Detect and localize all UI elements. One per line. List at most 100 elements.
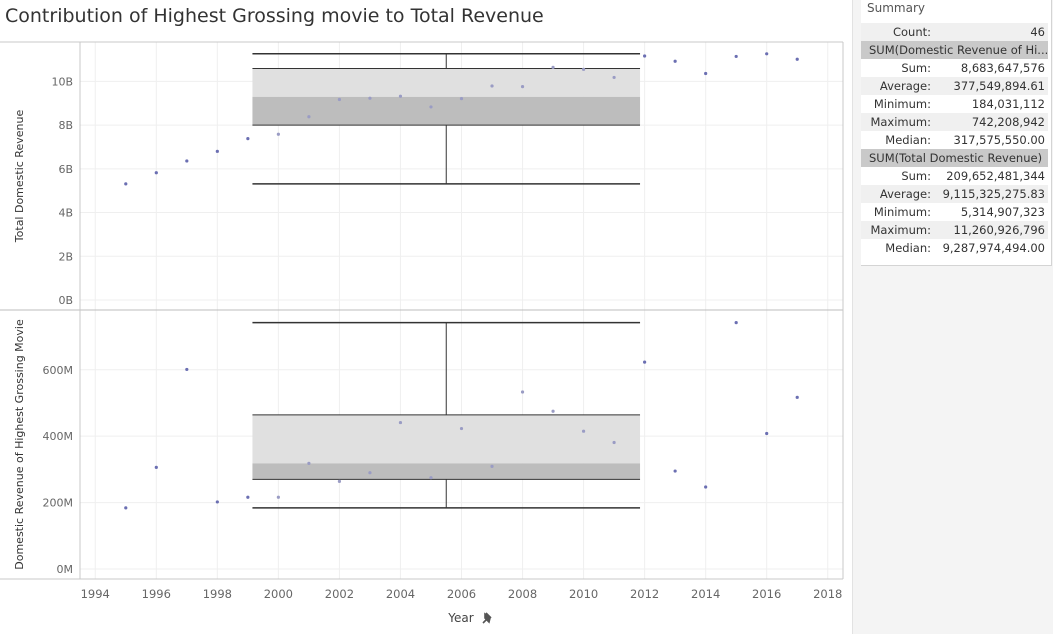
x-tick-label: 1998 [203,587,232,601]
summary-title: Summary [867,1,925,15]
data-point [337,479,342,483]
summary-row: Sum: 209,652,481,344 [861,167,1048,185]
data-point [215,149,219,153]
data-point [368,96,372,100]
summary-row: Average: 9,115,325,275.83 [861,185,1048,203]
summary-sidebar: Summary Count: 46 SUM(Domestic Revenue o… [852,0,1053,634]
box-lower [252,463,641,480]
data-point [551,65,555,69]
data-point [459,426,464,431]
summary-row-label: Sum: [901,169,931,183]
data-point [520,390,525,394]
summary-row: Median: 317,575,550.00 [861,131,1048,149]
data-point [612,440,616,445]
data-point [368,471,372,475]
summary-row-value: 9,287,974,494.00 [942,241,1045,255]
y-tick-label: 10B [51,75,73,88]
y-tick-label: 6B [58,163,73,176]
data-point [490,464,494,468]
x-tick-label: 2010 [569,587,598,601]
summary-section-header-text: SUM(Domestic Revenue of Hi... [869,43,1047,57]
summary-row: Maximum: 742,208,942 [861,113,1048,131]
data-point [307,115,311,119]
x-tick-label: 1996 [142,587,171,601]
x-tick-label: 2018 [813,587,842,601]
summary-row-label: Minimum: [873,97,931,111]
data-point [734,321,738,325]
data-point [795,395,799,399]
summary-row: Minimum: 184,031,112 [861,95,1048,113]
data-point [673,469,677,473]
summary-count-label: Count: [892,25,931,39]
data-point [734,54,738,59]
data-point [520,85,525,89]
summary-row-label: Maximum: [870,223,931,237]
data-point [765,431,769,436]
summary-row-value: 184,031,112 [971,97,1045,111]
data-point [337,97,342,102]
summary-row: Maximum: 11,260,926,796 [861,221,1048,239]
y-tick-label: 2B [58,250,73,263]
data-point [124,506,128,510]
summary-row-label: Average: [879,79,931,93]
summary-row: Minimum: 5,314,907,323 [861,203,1048,221]
box-upper [252,414,641,464]
x-tick-label: 2016 [752,587,781,601]
y-tick-label: 0B [58,294,73,307]
data-point [246,137,250,141]
data-point [398,420,403,425]
data-point [459,97,464,101]
data-point [673,59,677,63]
y-axis-title: Domestic Revenue of Highest Grossing Mov… [13,319,26,570]
data-point [185,367,189,372]
summary-row-value: 377,549,894.61 [953,79,1045,93]
data-point [581,429,586,433]
data-point [154,171,158,175]
x-tick-label: 2002 [325,587,354,601]
summary-count-row: Count: 46 [861,23,1048,41]
data-point [246,495,250,499]
y-tick-label: 600M [43,364,74,377]
data-point [276,495,280,499]
x-tick-label: 2006 [447,587,476,601]
y-tick-label: 4B [58,207,73,220]
summary-row-value: 8,683,647,576 [960,61,1045,75]
data-point [429,105,433,109]
chart-area: 0B 2B 4B 6B 8B 10B Total Domestic Revenue 0M 200… [0,41,844,625]
summary-row: Median: 9,287,974,494.00 [861,239,1048,257]
data-point [429,476,433,480]
box-lower [252,96,641,126]
summary-section-header-text: SUM(Total Domestic Revenue) [869,151,1043,165]
summary-row-value: 11,260,926,796 [953,223,1045,237]
y-axis-title: Total Domestic Revenue [13,110,26,244]
data-point [551,409,555,413]
summary-row: Average: 377,549,894.61 [861,77,1048,95]
data-point [643,360,647,364]
summary-row-value: 317,575,550.00 [953,133,1045,147]
summary-count-value: 46 [1030,25,1045,39]
summary-row-value: 742,208,942 [971,115,1045,129]
data-point [612,75,616,80]
data-point [154,465,158,469]
data-point [276,132,280,136]
summary-row-label: Median: [885,241,931,255]
data-point [398,94,403,98]
summary-row-value: 209,652,481,344 [946,169,1045,183]
data-point [307,461,311,466]
data-point [765,52,769,56]
summary-row-label: Average: [879,187,931,201]
summary-row-label: Minimum: [873,205,931,219]
summary-row: Sum: 8,683,647,576 [861,59,1048,77]
data-point [704,485,708,489]
data-point [490,84,494,88]
x-tick-label: 2014 [691,587,720,601]
data-point [795,57,799,61]
summary-row-label: Maximum: [870,115,931,129]
summary-row-value: 5,314,907,323 [960,205,1045,219]
data-point [704,71,708,76]
data-point [185,159,189,163]
chart-title: Contribution of Highest Grossing movie t… [5,5,544,27]
x-tick-label: 2000 [264,587,293,601]
x-tick-label: 1994 [81,587,110,601]
summary-card: Summary Count: 46 SUM(Domestic Revenue o… [861,0,1052,266]
